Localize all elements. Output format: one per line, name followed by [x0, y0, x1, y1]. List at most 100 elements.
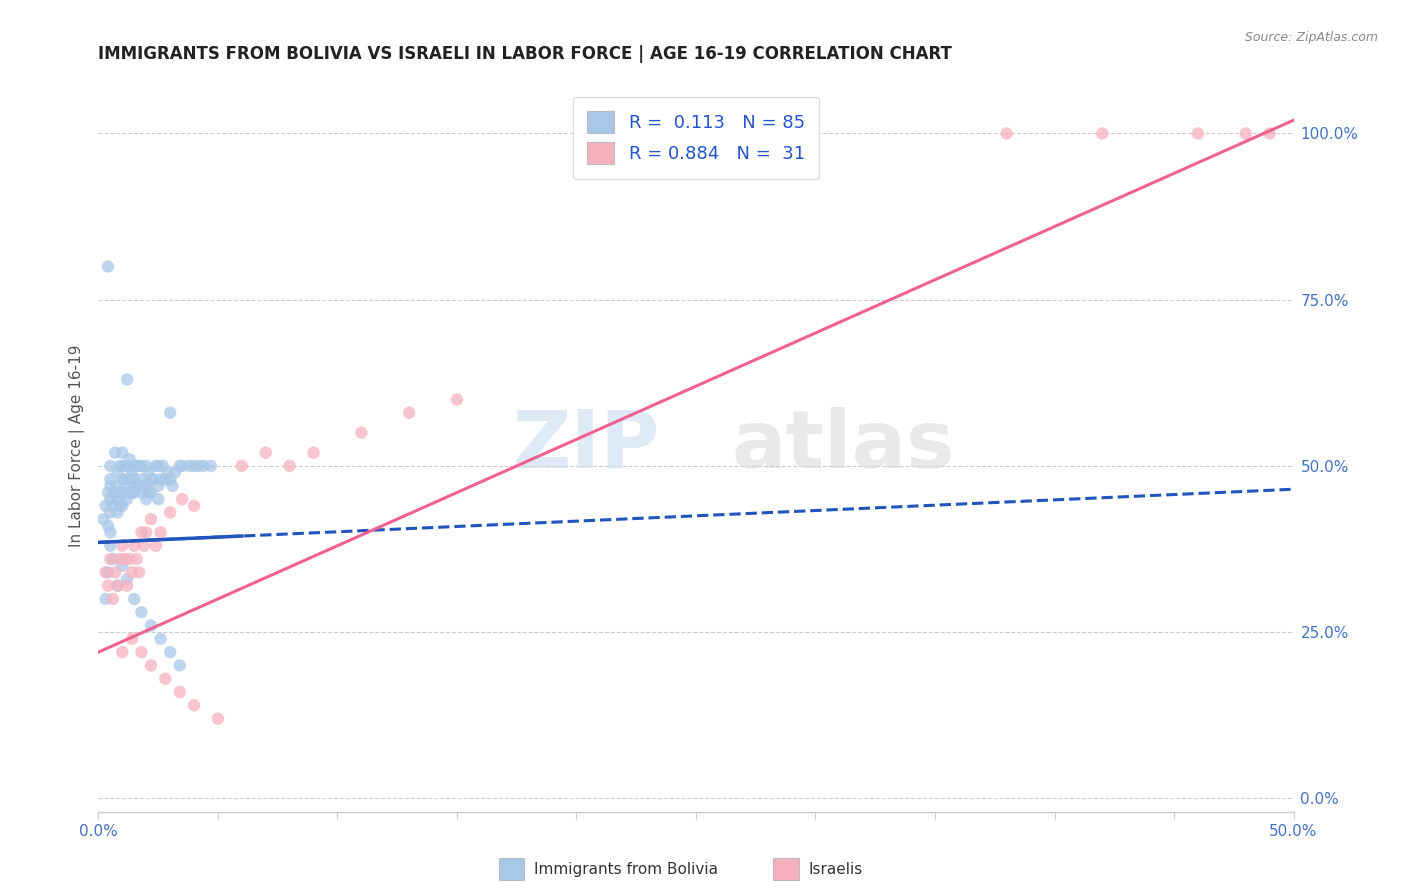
Point: [135, 492, 157, 507]
Point: [149, 472, 172, 486]
Point: [97, 260, 120, 274]
Point: [128, 458, 150, 473]
Text: Source: ZipAtlas.com: Source: ZipAtlas.com: [1244, 31, 1378, 45]
Point: [138, 466, 160, 480]
Point: [135, 525, 157, 540]
Y-axis label: In Labor Force | Age 16-19: In Labor Force | Age 16-19: [69, 344, 84, 548]
Text: Immigrants from Bolivia: Immigrants from Bolivia: [534, 863, 718, 877]
Point: [125, 479, 148, 493]
Point: [107, 492, 129, 507]
Point: [101, 591, 124, 606]
Point: [104, 566, 127, 580]
Point: [142, 472, 165, 486]
Point: [139, 512, 162, 526]
Point: [132, 539, 155, 553]
Point: [111, 558, 134, 573]
Point: [115, 458, 138, 473]
Point: [159, 406, 181, 420]
Point: [139, 472, 162, 486]
Point: [132, 479, 155, 493]
Point: [125, 552, 148, 566]
Point: [118, 452, 141, 467]
Point: [145, 539, 167, 553]
Point: [446, 392, 468, 407]
Point: [183, 458, 205, 473]
Point: [148, 479, 170, 493]
Point: [124, 539, 146, 553]
Point: [118, 552, 141, 566]
Point: [101, 499, 124, 513]
Point: [101, 552, 124, 566]
Point: [121, 466, 143, 480]
Point: [159, 645, 181, 659]
Point: [98, 525, 122, 540]
Point: [91, 512, 114, 526]
Point: [149, 525, 172, 540]
Point: [162, 479, 184, 493]
Point: [97, 485, 120, 500]
Point: [155, 672, 177, 686]
Point: [94, 566, 117, 580]
Point: [104, 485, 127, 500]
Point: [169, 658, 191, 673]
Text: Israelis: Israelis: [808, 863, 863, 877]
Point: [97, 579, 120, 593]
Point: [169, 685, 191, 699]
Point: [94, 591, 117, 606]
Point: [121, 485, 143, 500]
Point: [135, 479, 157, 493]
Point: [172, 492, 194, 507]
Point: [115, 572, 138, 586]
Point: [172, 458, 194, 473]
Point: [138, 485, 160, 500]
Point: [131, 458, 153, 473]
Point: [98, 506, 122, 520]
Point: [108, 458, 131, 473]
Point: [115, 372, 138, 386]
Point: [124, 458, 146, 473]
Point: [131, 525, 153, 540]
Point: [111, 499, 134, 513]
Point: [135, 458, 157, 473]
Point: [254, 445, 277, 459]
Point: [118, 472, 141, 486]
Point: [107, 579, 129, 593]
Point: [350, 425, 373, 440]
Point: [207, 712, 229, 726]
Point: [118, 485, 141, 500]
Point: [995, 127, 1018, 141]
Point: [111, 485, 134, 500]
Point: [152, 458, 174, 473]
Point: [1091, 127, 1114, 141]
Point: [111, 458, 134, 473]
Point: [128, 566, 150, 580]
Point: [183, 499, 205, 513]
Point: [98, 492, 122, 507]
Point: [187, 458, 209, 473]
Point: [98, 472, 122, 486]
Point: [1187, 127, 1209, 141]
Point: [107, 479, 129, 493]
Point: [149, 632, 172, 646]
Point: [139, 658, 162, 673]
Point: [302, 445, 325, 459]
Point: [148, 458, 170, 473]
Text: ZIP: ZIP: [513, 407, 661, 485]
Point: [193, 458, 215, 473]
Point: [104, 445, 127, 459]
Point: [398, 406, 420, 420]
Point: [98, 458, 122, 473]
Point: [98, 552, 122, 566]
Point: [159, 472, 181, 486]
Point: [145, 458, 167, 473]
Point: [115, 579, 138, 593]
Point: [169, 458, 191, 473]
Point: [131, 605, 153, 619]
Point: [148, 492, 170, 507]
Point: [107, 579, 129, 593]
Point: [114, 472, 136, 486]
Point: [94, 499, 117, 513]
Point: [231, 458, 253, 473]
Point: [124, 591, 146, 606]
Point: [107, 506, 129, 520]
